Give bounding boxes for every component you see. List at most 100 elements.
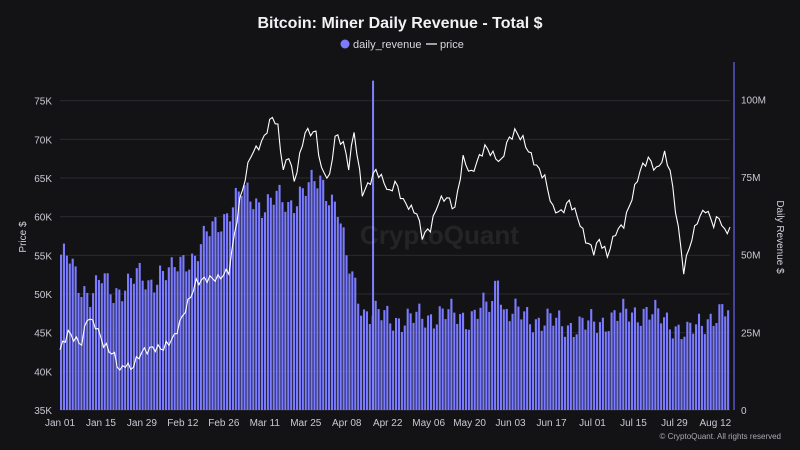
revenue-bar [380, 320, 383, 410]
revenue-bar [511, 313, 514, 410]
revenue-bar [284, 211, 287, 410]
revenue-bar [304, 195, 307, 410]
revenue-bar [543, 325, 546, 410]
right-axis-title: Daily Revenue $ [774, 200, 785, 274]
revenue-bar [333, 201, 336, 410]
legend-price[interactable]: price [440, 39, 464, 51]
revenue-bar [336, 217, 339, 410]
revenue-bar [718, 304, 721, 410]
revenue-bar [499, 304, 502, 410]
revenue-bar [447, 309, 450, 410]
revenue-bar [709, 313, 712, 410]
revenue-bar [202, 225, 205, 410]
revenue-bar [406, 308, 409, 410]
revenue-bar [508, 321, 511, 410]
price-line [59, 116, 731, 372]
revenue-bar [71, 258, 74, 410]
left-axis-title: Price $ [18, 221, 29, 253]
revenue-bar [185, 271, 188, 410]
revenue-bar [159, 265, 162, 410]
revenue-bar [266, 194, 269, 410]
legend[interactable]: daily_revenue price [340, 39, 464, 51]
revenue-bar [566, 325, 569, 410]
right-tick-label: 75M [741, 173, 760, 184]
revenue-bar [377, 309, 380, 410]
revenue-bar [546, 308, 549, 410]
x-tick-label: May 20 [453, 418, 486, 429]
right-tick-label: 25M [741, 328, 760, 339]
revenue-bar [531, 332, 535, 410]
revenue-bar [60, 254, 63, 410]
revenue-bar [686, 321, 689, 410]
revenue-bar [642, 308, 645, 410]
revenue-bar [231, 207, 234, 410]
revenue-bar [124, 290, 127, 410]
revenue-bar [456, 323, 459, 410]
revenue-bar [473, 309, 476, 410]
revenue-bar [668, 329, 671, 410]
revenue-bar [240, 195, 243, 410]
x-tick-label: Feb 12 [167, 418, 199, 429]
revenue-bar [115, 288, 118, 410]
revenue-bar [598, 322, 602, 410]
revenue-bar [610, 312, 613, 410]
revenue-bar [569, 322, 572, 410]
revenue-bar [141, 280, 144, 410]
revenue-bar [313, 181, 316, 410]
left-tick-label: 35K [34, 406, 52, 417]
revenue-bar [354, 277, 357, 410]
revenue-bar [727, 310, 730, 410]
revenue-bar [100, 283, 103, 410]
right-axis-ticks: 100M 75M 50M 25M 0 [741, 95, 766, 417]
revenue-bar [630, 312, 634, 410]
revenue-bar [464, 329, 468, 410]
x-tick-label: Jun 17 [537, 418, 567, 429]
revenue-bar [596, 332, 599, 410]
legend-daily-revenue[interactable]: daily_revenue [353, 39, 422, 51]
revenue-bar [223, 214, 226, 410]
revenue-bar [68, 263, 71, 410]
revenue-bar [639, 325, 642, 410]
x-tick-label: Feb 26 [208, 418, 240, 429]
revenue-bar [450, 298, 453, 410]
x-tick-label: Jan 15 [86, 418, 116, 429]
revenue-bar [164, 280, 167, 410]
revenue-bar [587, 320, 590, 410]
revenue-bar [683, 336, 686, 410]
revenue-bar [161, 271, 165, 410]
x-tick-label: Aug 12 [700, 418, 732, 429]
revenue-bar [581, 317, 584, 410]
revenue-bar [109, 294, 112, 410]
watermark: CryptoQuant [360, 220, 519, 250]
revenue-bar [558, 310, 561, 410]
revenue-bar [517, 306, 520, 410]
revenue-bar [316, 188, 319, 410]
revenue-bar [453, 312, 456, 410]
revenue-bar [234, 187, 237, 410]
revenue-bar [523, 311, 526, 410]
revenue-bar [153, 292, 156, 410]
revenue-bar [322, 179, 325, 410]
revenue-bar [715, 323, 718, 410]
revenue-bar [677, 324, 680, 410]
revenue-bar [357, 303, 360, 410]
revenue-bar [150, 279, 153, 410]
revenue-bar [555, 317, 558, 410]
revenue-bar [83, 286, 86, 410]
revenue-bar [389, 323, 392, 410]
revenue-bar [526, 307, 529, 410]
right-tick-label: 100M [741, 95, 766, 106]
revenue-bar [537, 317, 540, 410]
revenue-bar [170, 257, 173, 410]
x-tick-label: Jun 03 [496, 418, 526, 429]
revenue-bar [237, 191, 240, 410]
revenue-bar [721, 304, 724, 410]
revenue-bar [220, 231, 223, 410]
revenue-bar [106, 273, 109, 410]
revenue-bar [281, 202, 284, 410]
revenue-bar [491, 301, 494, 410]
chart-title: Bitcoin: Miner Daily Revenue - Total $ [257, 15, 542, 32]
revenue-bar [339, 223, 342, 410]
revenue-bar [129, 278, 133, 410]
revenue-bar [462, 312, 465, 410]
